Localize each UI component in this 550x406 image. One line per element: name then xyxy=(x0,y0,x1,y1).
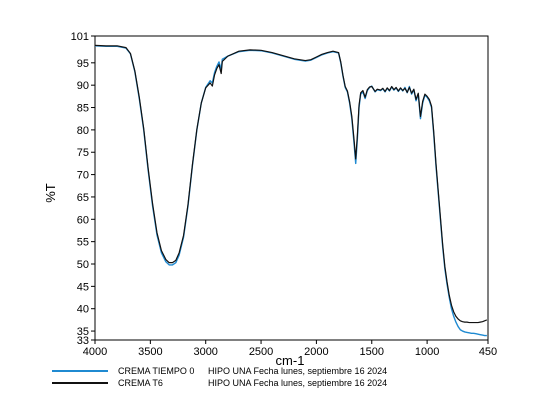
y-axis-label: %T xyxy=(43,183,58,203)
x-tick-label: 1500 xyxy=(360,346,384,358)
y-tick-label: 50 xyxy=(77,259,89,271)
y-tick-label: 60 xyxy=(77,214,89,226)
y-tick-label: 65 xyxy=(77,192,89,204)
legend-series-description: HIPO UNA Fecha lunes, septiembre 16 2024 xyxy=(208,378,387,388)
series-line-1 xyxy=(95,45,487,337)
y-tick-label: 70 xyxy=(77,170,89,182)
y-tick-label: 101 xyxy=(71,31,89,43)
x-axis-ticks: 4000 3500 3000 2500 2000 1500 1000 450 xyxy=(83,340,497,358)
y-tick-label: 75 xyxy=(77,147,89,159)
legend-series-name: CREMA T6 xyxy=(118,378,163,388)
plot-border xyxy=(94,35,489,341)
x-tick-label: 2000 xyxy=(304,346,328,358)
series-layer xyxy=(95,44,488,337)
y-tick-label: 33 xyxy=(77,335,89,347)
legend: CREMA TIEMPO 0 HIPO UNA Fecha lunes, sept… xyxy=(52,366,387,388)
legend-series-description: HIPO UNA Fecha lunes, septiembre 16 2024 xyxy=(208,366,387,376)
x-tick-label: 4000 xyxy=(83,346,107,358)
y-tick-label: 85 xyxy=(77,103,89,115)
plot-frame xyxy=(94,35,489,341)
x-tick-label: 450 xyxy=(479,346,497,358)
series-line-2 xyxy=(95,44,488,324)
y-tick-label: 95 xyxy=(77,58,89,70)
y-tick-label: 45 xyxy=(77,281,89,293)
x-tick-label: 2500 xyxy=(249,346,273,358)
y-tick-label: 40 xyxy=(77,304,89,316)
x-tick-label: 3500 xyxy=(138,346,162,358)
x-axis-label: cm-1 xyxy=(276,353,305,368)
y-tick-label: 35 xyxy=(77,326,89,338)
y-tick-label: 80 xyxy=(77,125,89,137)
x-tick-label: 3000 xyxy=(193,346,217,358)
legend-series-name: CREMA TIEMPO 0 xyxy=(118,366,194,376)
x-tick-label: 1000 xyxy=(415,346,439,358)
y-tick-label: 90 xyxy=(77,80,89,92)
y-tick-label: 55 xyxy=(77,237,89,249)
